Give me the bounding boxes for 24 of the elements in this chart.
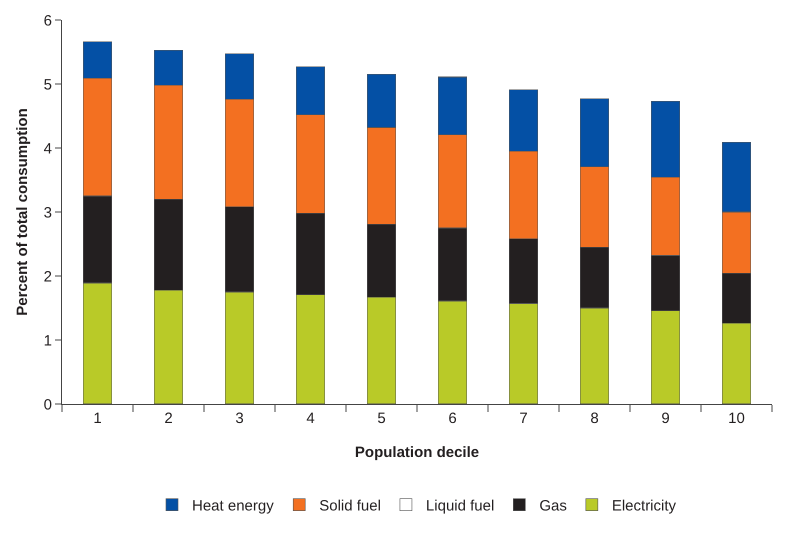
- x-tick-label: 6: [448, 410, 457, 427]
- x-tick-label: 7: [519, 410, 528, 427]
- legend-label: Heat energy: [192, 498, 274, 515]
- x-tick-label: 2: [164, 410, 173, 427]
- legend-label: Solid fuel: [319, 498, 381, 515]
- y-tick-label: 0: [44, 396, 52, 414]
- y-axis-title: Percent of total consumption: [14, 108, 31, 316]
- legend-label: Electricity: [612, 498, 677, 515]
- x-tick-label: 5: [377, 410, 386, 427]
- y-tick-label: 1: [44, 332, 52, 350]
- legend-label: Liquid fuel: [426, 498, 494, 515]
- legend-label: Gas: [539, 498, 567, 515]
- x-tick-label: 8: [590, 410, 599, 427]
- y-tick-label: 5: [44, 76, 52, 94]
- x-tick-label: 3: [235, 410, 244, 427]
- y-tick-label: 6: [44, 12, 52, 30]
- y-tick-label: 2: [44, 268, 52, 286]
- x-tick-label: 4: [306, 410, 315, 427]
- y-tick-label: 3: [44, 204, 52, 222]
- x-axis-title: Population decile: [354, 444, 480, 461]
- y-tick-label: 4: [44, 140, 52, 158]
- x-tick-label: 1: [93, 410, 102, 427]
- x-tick-label: 9: [661, 410, 670, 427]
- x-tick-label: 10: [728, 410, 745, 427]
